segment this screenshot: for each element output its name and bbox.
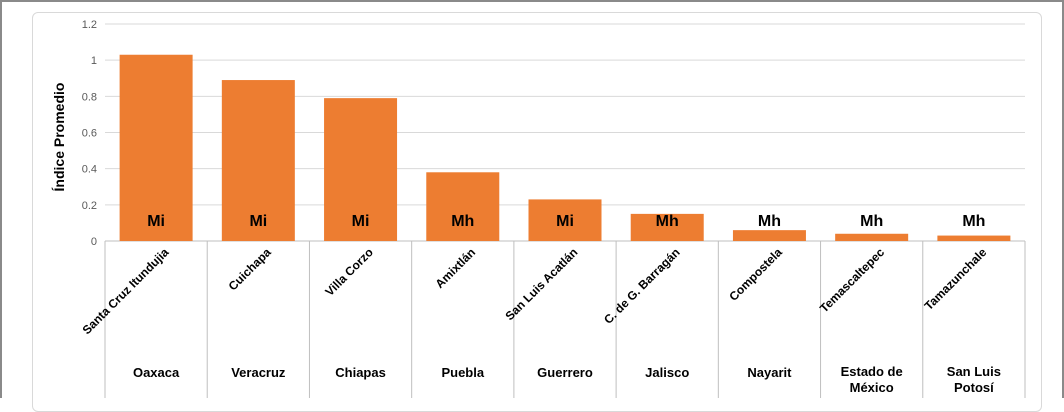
y-tick-label: 0.2 — [82, 200, 97, 212]
bar — [426, 172, 500, 241]
x-tick-label: Compostela — [726, 245, 785, 304]
bar — [630, 213, 704, 241]
bar — [937, 235, 1011, 241]
y-tick-label: 0.8 — [82, 91, 97, 103]
y-tick-label: 0 — [91, 236, 97, 248]
bar — [119, 54, 193, 241]
state-label: Veracruz — [231, 365, 286, 380]
bar-data-label: Mi — [352, 213, 370, 230]
bar-data-label: Mh — [656, 213, 679, 230]
y-tick-label: 0.4 — [82, 164, 97, 176]
bar-data-label: Mi — [556, 213, 574, 230]
bar — [732, 230, 806, 241]
x-tick-label: Villa Corzo — [322, 245, 376, 299]
bar — [221, 80, 295, 241]
state-label: México — [850, 380, 894, 395]
bar-data-label: Mi — [147, 213, 165, 230]
y-tick-label: 0.6 — [82, 128, 97, 140]
bar — [324, 98, 398, 242]
state-label: Puebla — [441, 365, 484, 380]
bars — [119, 54, 1011, 242]
bar-data-label: Mh — [860, 213, 883, 230]
state-label: Chiapas — [335, 365, 386, 380]
x-tick-label: Temascaltepec — [817, 245, 887, 315]
bar-data-label: Mi — [249, 213, 267, 230]
state-label: Nayarit — [747, 365, 792, 380]
state-label: Potosí — [954, 380, 994, 395]
y-axis-label: Índice Promedio — [51, 83, 67, 192]
bar-labels: Mi Mi Mi Mh Mi Mh Mh Mh Mh — [147, 213, 985, 230]
x-tick-label: Santa Cruz Itundujia — [80, 245, 172, 337]
grid-lines — [104, 23, 1026, 398]
bar-data-label: Mh — [962, 213, 985, 230]
x-tick-labels: Santa Cruz Itundujia Cuichapa Villa Corzo A… — [80, 245, 990, 337]
state-label: Guerrero — [537, 365, 593, 380]
state-labels: Oaxaca Veracruz Chiapas Puebla Guerrero Jalis… — [133, 364, 1001, 395]
x-tick-label: Cuichapa — [226, 245, 274, 293]
bar-data-label: Mh — [758, 213, 781, 230]
y-tick-label: 1.2 — [82, 19, 97, 31]
x-tick-label: Amixtlán — [432, 245, 478, 291]
x-tick-label: Tamazunchale — [922, 245, 990, 313]
state-label: San Luis — [947, 364, 1001, 379]
chart: 0 0.2 0.4 0.6 0.8 1 1.2 Mi Mi Mi Mh Mi Mh Mh Mh Mh San… — [51, 19, 1026, 398]
y-tick-labels: 0 0.2 0.4 0.6 0.8 1 1.2 — [82, 19, 97, 248]
state-label: Estado de — [841, 364, 903, 379]
bar — [835, 233, 909, 241]
state-label: Jalisco — [645, 365, 689, 380]
y-tick-label: 1 — [91, 55, 97, 67]
state-label: Oaxaca — [133, 365, 180, 380]
bar — [528, 199, 602, 241]
bar-data-label: Mh — [451, 213, 474, 230]
x-tick-label: C. de G. Barragán — [601, 245, 683, 327]
